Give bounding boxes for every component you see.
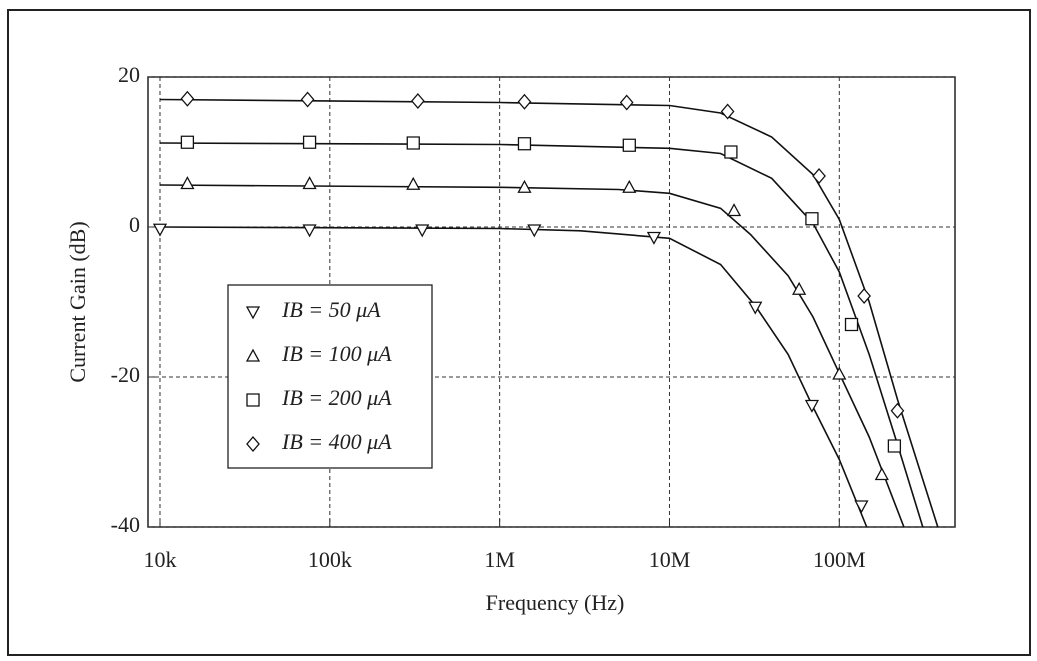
data-point <box>804 399 820 413</box>
fit-curve <box>159 142 924 528</box>
data-point <box>180 90 195 107</box>
data-point <box>832 366 847 380</box>
x-tick-label: 100k <box>308 547 352 572</box>
y-tick-label: -40 <box>111 512 140 537</box>
legend-label: IB = 50 μA <box>281 297 381 322</box>
x-tick-label: 1M <box>484 547 515 572</box>
legend-marker <box>245 348 261 362</box>
data-point <box>415 224 430 238</box>
x-tick-label: 10M <box>649 547 691 572</box>
legend <box>227 284 433 469</box>
data-point <box>517 93 532 110</box>
fit-curve <box>159 226 868 528</box>
data-point <box>792 281 807 295</box>
data-point <box>805 212 819 226</box>
data-point <box>646 231 662 245</box>
data-point <box>180 135 195 149</box>
legend-marker <box>246 436 260 452</box>
data-point <box>724 145 738 159</box>
data-point <box>720 103 735 120</box>
data-point <box>844 317 859 332</box>
frame <box>7 9 1031 656</box>
data-point <box>300 91 315 108</box>
data-point <box>517 137 532 151</box>
data-point <box>517 179 532 193</box>
legend-label: IB = 100 μA <box>281 341 392 366</box>
data-point <box>406 136 420 150</box>
data-point <box>406 176 421 190</box>
x-tick-label: 10k <box>143 547 176 572</box>
data-point <box>527 224 542 238</box>
legend-label: IB = 400 μA <box>281 429 392 454</box>
x-axis-label: Frequency (Hz) <box>486 590 625 615</box>
data-point <box>726 203 742 217</box>
data-point <box>890 402 905 419</box>
data-point <box>619 94 634 111</box>
legend-marker <box>246 393 260 407</box>
x-tick-label: 100M <box>813 547 866 572</box>
plot-area <box>147 76 956 528</box>
data-point <box>887 439 902 453</box>
data-point <box>748 301 763 315</box>
fit-curve <box>159 184 905 528</box>
data-point <box>857 288 871 304</box>
data-point <box>411 93 425 109</box>
fit-curve <box>159 98 939 528</box>
y-tick-label: 20 <box>118 62 140 87</box>
data-point <box>854 500 869 514</box>
data-point <box>302 176 317 190</box>
data-point <box>302 224 317 238</box>
data-point <box>874 467 889 481</box>
y-tick-label: 0 <box>129 212 140 237</box>
data-point <box>622 138 636 152</box>
data-point <box>152 223 168 237</box>
y-axis-label: Current Gain (dB) <box>65 221 90 382</box>
y-tick-label: -20 <box>111 362 140 387</box>
data-point <box>302 135 317 149</box>
data-point <box>622 179 637 193</box>
legend-marker <box>245 306 261 320</box>
data-point <box>180 176 195 190</box>
legend-label: IB = 200 μA <box>281 385 392 410</box>
data-point <box>812 168 826 184</box>
